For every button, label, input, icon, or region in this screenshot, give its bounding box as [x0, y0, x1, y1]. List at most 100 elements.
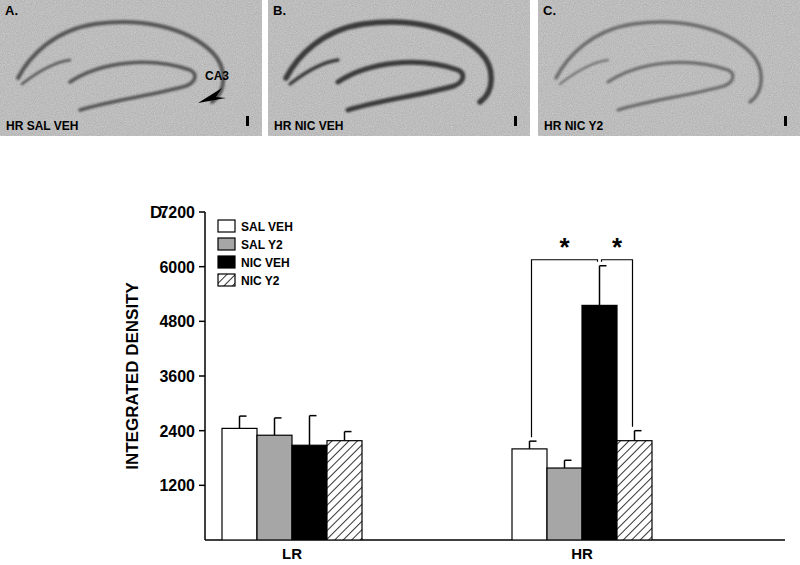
bar [327, 441, 362, 540]
bar [222, 428, 257, 540]
error-bar [310, 416, 317, 446]
legend-swatch [218, 238, 235, 250]
bar [617, 441, 652, 540]
legend-swatch [218, 220, 235, 232]
panel-label: HR NIC Y2 [544, 119, 603, 133]
legend-label: SAL Y2 [241, 238, 283, 252]
panel-content [538, 0, 800, 136]
error-stem [529, 441, 531, 449]
panel-background [0, 0, 262, 136]
region-label: CA3 [205, 69, 229, 83]
error-stem [599, 266, 601, 306]
legend-swatch [218, 256, 235, 268]
panel-content [0, 0, 262, 136]
error-stem [634, 431, 636, 441]
y-tick-label: 3600 [159, 368, 195, 385]
panel-letter: B. [273, 3, 286, 18]
y-tick [199, 266, 205, 268]
error-bar [600, 266, 607, 306]
error-stem [309, 416, 311, 446]
bar [582, 305, 617, 540]
panel-content [268, 0, 530, 136]
y-tick [199, 321, 205, 323]
panel-grain [0, 0, 262, 136]
dentate-gyrus [70, 62, 195, 110]
error-cap [275, 417, 282, 419]
image-panel: C. HR NIC Y2 [538, 0, 800, 136]
dentate-gyrus [608, 62, 733, 110]
panel-background [538, 0, 800, 136]
panel-label: HR SAL VEH [6, 119, 78, 133]
y-tick [199, 375, 205, 377]
error-bar [240, 416, 247, 428]
error-stem [344, 432, 346, 441]
bracket-line [602, 260, 633, 427]
hippocampus [18, 22, 223, 110]
error-stem [239, 416, 241, 428]
y-tick [199, 485, 205, 487]
fissure [290, 60, 338, 84]
marks [222, 266, 652, 540]
image-panel: A. HR SAL VEH CA3 [0, 0, 262, 136]
x-tick-label: HR [571, 545, 593, 562]
fissure [560, 60, 608, 84]
error-stem [274, 418, 276, 435]
significance-star: * [612, 232, 623, 262]
error-bar [345, 432, 352, 441]
panel-grain [538, 0, 800, 136]
arrowhead [198, 88, 226, 103]
annotations: ** [532, 232, 633, 437]
error-cap [530, 440, 537, 442]
panel-background [268, 0, 530, 136]
legend-label: NIC VEH [241, 256, 290, 270]
error-bar [565, 460, 572, 468]
error-cap [635, 430, 642, 432]
bar [512, 449, 547, 540]
fissure [22, 60, 70, 84]
error-bar [635, 431, 642, 441]
bar-chart: D.INTEGRATED DENSITY12002400360048006000… [123, 203, 785, 562]
bar [292, 445, 327, 540]
panel-grain [268, 0, 530, 136]
bar [257, 435, 292, 540]
significance-star: * [559, 232, 570, 262]
ca-field [556, 22, 761, 102]
error-cap [345, 431, 352, 433]
image-panel: B. HR NIC VEH [268, 0, 530, 136]
error-cap [310, 415, 317, 417]
panel-letter: C. [543, 3, 556, 18]
figure: A.HR SAL VEHCA3B.HR NIC VEHC.HR NIC Y2D.… [0, 0, 800, 565]
error-cap [240, 415, 247, 417]
ca-field [18, 22, 223, 102]
scale-bar [246, 116, 249, 126]
y-tick-label: 2400 [159, 423, 195, 440]
panel-letter: A. [5, 3, 18, 18]
y-tick [199, 211, 205, 213]
error-bar [530, 441, 537, 449]
hippocampus [286, 22, 491, 110]
y-tick-label: 4800 [159, 313, 195, 330]
error-bar [275, 418, 282, 435]
scale-bar [514, 116, 517, 126]
bar [547, 468, 582, 540]
error-cap [600, 265, 607, 267]
legend-label: NIC Y2 [241, 274, 280, 288]
legend-swatch [218, 274, 235, 286]
legend: SAL VEH SAL Y2 NIC VEH NIC Y2 [218, 220, 293, 288]
panel-label: HR NIC VEH [274, 119, 343, 133]
hippocampus [556, 22, 761, 110]
error-stem [564, 460, 566, 468]
significance-bracket: * [532, 232, 598, 437]
y-tick [199, 430, 205, 432]
y-axis-label: INTEGRATED DENSITY [123, 282, 142, 470]
bracket-line [532, 260, 598, 437]
scale-bar [784, 116, 787, 126]
y-tick-label: 6000 [159, 259, 195, 276]
x-tick-label: LR [282, 545, 302, 562]
legend-label: SAL VEH [241, 220, 293, 234]
y-tick-label: 7200 [159, 204, 195, 221]
significance-bracket: * [602, 232, 633, 427]
error-cap [565, 460, 572, 462]
y-tick-label: 1200 [159, 477, 195, 494]
dentate-gyrus [338, 62, 463, 110]
